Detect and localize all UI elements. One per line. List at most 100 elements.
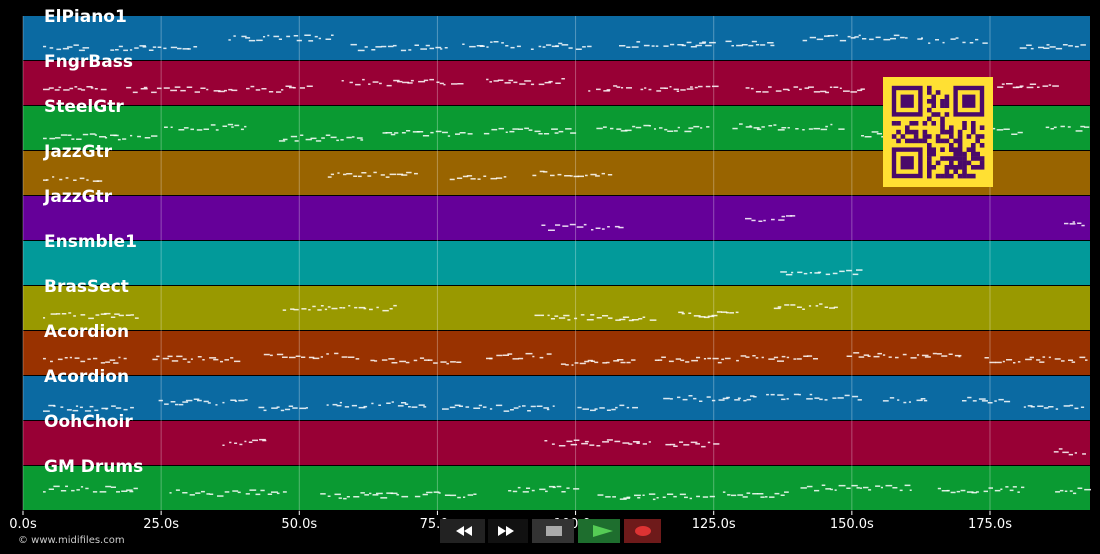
note [489,357,493,360]
note [528,129,533,131]
note [1012,86,1019,89]
note [757,493,764,495]
qr-cell [927,160,932,166]
note [444,494,451,496]
note [616,359,624,361]
note [638,318,643,320]
note [412,131,420,133]
note [709,495,715,498]
note [538,83,545,86]
qr-cell [949,165,954,170]
note [587,45,592,48]
note [62,47,69,50]
note [548,229,555,231]
qr-cell [949,173,954,179]
qr-cell [927,173,932,179]
note [426,491,433,494]
note [391,401,394,403]
note [673,445,678,447]
note [361,172,367,174]
note [326,404,329,406]
note [433,491,440,493]
note [677,44,684,46]
note [885,484,893,487]
note [665,443,671,446]
note [975,38,979,41]
qr-cell [953,147,958,152]
note [252,439,258,442]
note [712,85,719,88]
note [1048,406,1054,408]
rewind-icon [456,526,472,536]
note [372,494,379,496]
note [386,84,392,87]
note [185,399,193,402]
qr-cell [957,173,963,179]
note [846,487,851,489]
note [793,86,799,88]
note [1084,488,1091,491]
note [512,490,518,493]
note [435,46,442,49]
note [797,271,803,274]
note [824,399,828,401]
note [49,47,54,49]
note [814,272,821,274]
note [263,353,270,356]
note [768,358,775,360]
note [651,45,655,47]
note [746,398,751,401]
note [385,176,390,178]
note [781,215,786,218]
note [1077,222,1082,224]
note [691,359,698,362]
note [1048,356,1051,359]
note [71,138,75,140]
note [343,173,347,176]
note [787,89,790,91]
note [707,441,711,444]
note [825,488,831,490]
note [408,406,411,408]
note [79,406,83,409]
note [786,398,789,400]
note [218,90,225,93]
qr-cell [931,147,936,152]
note [89,405,94,408]
note [1053,126,1057,129]
note [950,491,956,494]
note [263,36,266,38]
note [534,130,541,133]
note [1069,223,1076,225]
qr-cell [927,165,932,170]
note [711,399,716,402]
qr-cell [944,129,950,135]
footer: © www.midifiles.com [18,535,125,546]
note [1019,47,1027,49]
note [726,311,729,314]
note [698,316,706,318]
note [1017,131,1023,134]
qr-cell [962,173,967,179]
note [215,129,219,131]
note [285,85,292,87]
note [820,90,827,93]
note [59,178,63,181]
note [694,86,698,89]
note [718,399,725,401]
note [669,398,673,400]
note [351,404,357,407]
note [93,357,98,360]
note [736,359,739,362]
note [628,443,633,445]
note [80,360,86,363]
note [616,86,621,88]
note [701,445,706,448]
note [209,493,214,495]
note [420,48,427,50]
note [49,137,55,140]
note [632,319,639,321]
note [735,311,739,314]
note [1016,86,1023,88]
note [969,42,974,44]
